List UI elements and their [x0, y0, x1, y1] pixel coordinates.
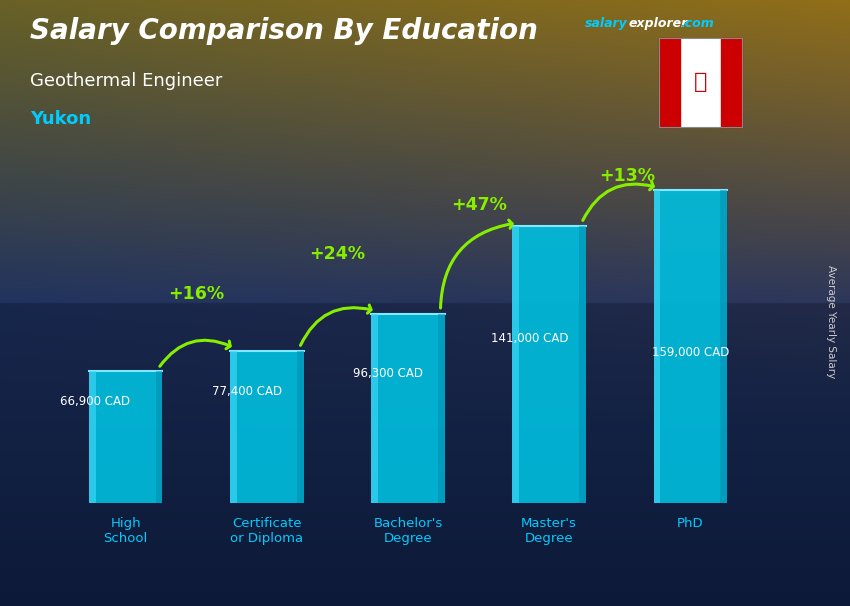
Bar: [654, 190, 727, 503]
Text: 🍁: 🍁: [694, 72, 707, 93]
Bar: [579, 226, 586, 503]
Bar: [297, 351, 303, 503]
Bar: [654, 190, 660, 503]
Text: Average Yearly Salary: Average Yearly Salary: [826, 265, 836, 378]
Text: salary: salary: [585, 17, 627, 30]
Bar: [156, 371, 162, 503]
Text: Yukon: Yukon: [30, 110, 91, 128]
Text: .com: .com: [680, 17, 714, 30]
Bar: [371, 314, 445, 503]
Text: 66,900 CAD: 66,900 CAD: [60, 395, 130, 408]
Text: explorer: explorer: [628, 17, 688, 30]
Text: +47%: +47%: [450, 196, 507, 214]
Bar: [513, 226, 586, 503]
Text: +24%: +24%: [309, 245, 366, 263]
Text: Salary Comparison By Education: Salary Comparison By Education: [30, 17, 537, 45]
Bar: [721, 38, 742, 127]
Bar: [720, 190, 727, 503]
Text: 96,300 CAD: 96,300 CAD: [354, 367, 423, 380]
Text: +16%: +16%: [168, 284, 224, 302]
Bar: [230, 351, 303, 503]
Bar: [371, 314, 378, 503]
Text: 77,400 CAD: 77,400 CAD: [212, 385, 282, 398]
Bar: [438, 314, 445, 503]
Bar: [89, 371, 96, 503]
Text: 159,000 CAD: 159,000 CAD: [652, 346, 729, 359]
Bar: [230, 351, 237, 503]
Text: 141,000 CAD: 141,000 CAD: [490, 332, 568, 345]
Bar: [513, 226, 519, 503]
Bar: [659, 38, 680, 127]
Bar: [89, 371, 162, 503]
Text: +13%: +13%: [598, 167, 654, 185]
Text: Geothermal Engineer: Geothermal Engineer: [30, 72, 222, 90]
